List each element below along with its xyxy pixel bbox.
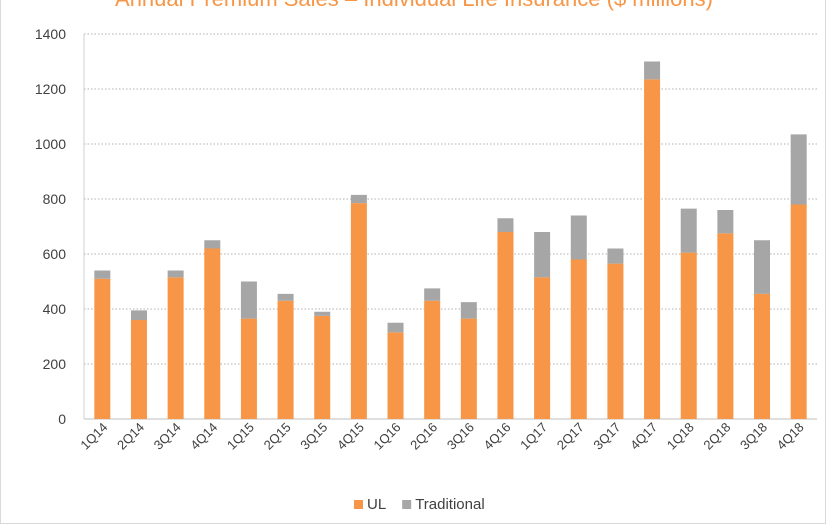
legend-label-traditional: Traditional (415, 496, 484, 513)
x-tick-label: 1Q17 (517, 420, 550, 453)
x-tick-label: 4Q15 (334, 420, 367, 453)
x-tick-label: 4Q14 (187, 420, 220, 453)
bar-traditional-4q17 (644, 61, 661, 80)
x-tick-label: 2Q17 (554, 420, 587, 453)
bar-traditional-1q15 (240, 281, 257, 319)
y-axis-tick-labels: 0 200 400 600 800 1000 1200 1400 (35, 26, 66, 427)
bar-ul-1q16 (387, 332, 404, 419)
bar-ul-4q14 (204, 248, 221, 419)
bar-traditional-2q17 (570, 215, 587, 260)
y-tick-label: 1200 (35, 81, 66, 97)
y-tick-label: 800 (43, 191, 67, 207)
y-tick-label: 400 (43, 301, 67, 317)
bar-traditional-1q18 (680, 208, 697, 253)
x-tick-label: 3Q18 (737, 420, 770, 453)
bar-traditional-3q14 (167, 270, 184, 278)
bar-traditional-4q14 (204, 240, 221, 249)
bar-traditional-2q14 (130, 310, 147, 320)
bar-traditional-1q16 (387, 322, 404, 333)
bar-ul-1q15 (240, 318, 257, 419)
bar-ul-2q14 (130, 320, 147, 419)
bar-ul-2q16 (424, 300, 441, 419)
bar-ul-3q15 (314, 315, 331, 419)
bar-traditional-3q15 (314, 311, 331, 316)
bar-ul-3q16 (460, 318, 477, 419)
bar-traditional-2q15 (277, 293, 294, 301)
y-tick-label: 1000 (35, 136, 66, 152)
bar-ul-3q18 (754, 293, 771, 419)
bar-ul-4q18 (790, 204, 807, 419)
x-tick-label: 3Q15 (297, 420, 330, 453)
bar-ul-1q14 (94, 278, 111, 419)
bars (94, 61, 807, 419)
bar-traditional-4q18 (790, 134, 807, 205)
x-tick-label: 1Q18 (664, 420, 697, 453)
y-tick-label: 1400 (35, 26, 66, 42)
bar-ul-4q17 (644, 79, 661, 419)
x-tick-label: 1Q14 (77, 420, 110, 453)
bar-traditional-4q16 (497, 218, 514, 232)
x-tick-label: 4Q18 (774, 420, 807, 453)
legend-swatch-ul (354, 500, 363, 509)
x-tick-label: 3Q17 (590, 420, 623, 453)
bar-traditional-2q16 (424, 288, 441, 301)
x-tick-label: 3Q16 (444, 420, 477, 453)
x-tick-label: 2Q15 (261, 420, 294, 453)
x-axis-tick-labels: 1Q14 2Q14 3Q14 4Q14 1Q15 2Q15 3Q15 4Q15 1Q16 2Q16… (77, 420, 806, 453)
bar-ul-4q16 (497, 232, 514, 419)
x-tick-label: 2Q18 (700, 420, 733, 453)
bar-traditional-1q14 (94, 270, 111, 279)
x-tick-label: 4Q17 (627, 420, 660, 453)
gridlines (83, 33, 817, 420)
bar-ul-1q18 (680, 252, 697, 419)
legend: UL Traditional (354, 496, 485, 513)
x-tick-label: 4Q16 (480, 420, 513, 453)
y-tick-label: 600 (43, 246, 67, 262)
bar-ul-2q17 (570, 259, 587, 419)
bar-ul-3q17 (607, 263, 624, 419)
x-tick-label: 2Q14 (114, 420, 147, 453)
bar-ul-2q18 (717, 233, 734, 419)
bar-ul-1q17 (534, 277, 551, 419)
bar-traditional-2q18 (717, 210, 734, 234)
x-tick-label: 1Q16 (371, 420, 404, 453)
legend-swatch-traditional (402, 500, 412, 509)
bar-traditional-3q17 (607, 248, 624, 264)
bar-traditional-4q15 (350, 194, 367, 204)
x-tick-label: 3Q14 (151, 420, 184, 453)
chart-title: Annual Premium Sales – Individual Life I… (0, 0, 828, 12)
bar-ul-3q14 (167, 277, 184, 419)
bar-traditional-3q18 (754, 240, 771, 294)
y-tick-label: 0 (58, 411, 66, 427)
bar-ul-2q15 (277, 300, 294, 419)
bar-traditional-1q17 (534, 232, 551, 278)
x-tick-label: 2Q16 (407, 420, 440, 453)
bar-ul-4q15 (350, 203, 367, 419)
bar-traditional-3q16 (460, 302, 477, 319)
x-tick-label: 1Q15 (224, 420, 257, 453)
y-tick-label: 200 (43, 356, 67, 372)
legend-label-ul: UL (367, 496, 386, 513)
